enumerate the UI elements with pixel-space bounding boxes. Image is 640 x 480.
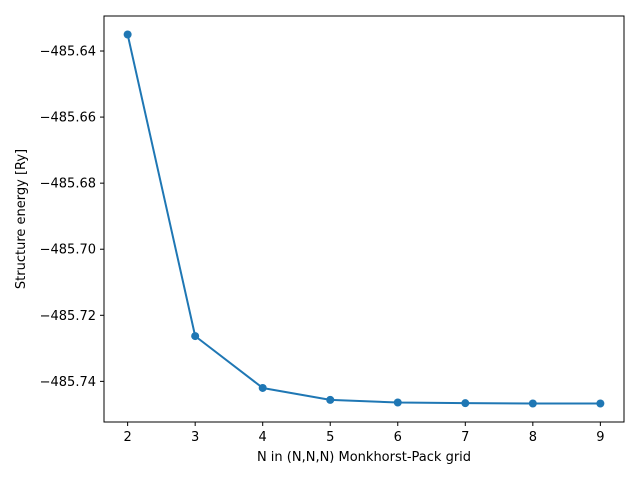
data-point <box>461 399 470 408</box>
data-point <box>258 383 267 392</box>
y-tick-label: −485.70 <box>40 243 96 258</box>
x-tick-label: 7 <box>461 430 469 445</box>
y-tick-label: −485.64 <box>40 45 96 60</box>
data-point <box>528 399 537 408</box>
data-point <box>123 30 132 39</box>
data-point <box>326 395 335 404</box>
data-point <box>596 399 605 408</box>
x-tick-label: 8 <box>529 430 537 445</box>
series-line <box>126 34 601 405</box>
y-tick-label: −485.74 <box>40 375 96 390</box>
x-tick-label: 4 <box>259 430 267 445</box>
y-tick-label: −485.72 <box>40 309 96 324</box>
x-axis-label: N in (N,N,N) Monkhorst-Pack grid <box>257 450 471 465</box>
x-tick-label: 5 <box>326 430 334 445</box>
data-point <box>393 398 402 407</box>
plot-frame <box>103 15 625 423</box>
y-tick-label: −485.66 <box>40 111 96 126</box>
data-point <box>191 332 200 341</box>
x-tick-label: 2 <box>123 430 131 445</box>
y-tick-label: −485.68 <box>40 177 96 192</box>
x-tick-label: 3 <box>191 430 199 445</box>
x-tick-label: 6 <box>394 430 402 445</box>
series-layer <box>123 30 605 408</box>
ticks-layer: 2 3 4 5 6 7 8 9 −485.64 −485.66 −485.68 −485.70 −485… <box>40 45 605 445</box>
y-axis-label: Structure energy [Ry] <box>14 149 29 289</box>
x-tick-label: 9 <box>596 430 604 445</box>
